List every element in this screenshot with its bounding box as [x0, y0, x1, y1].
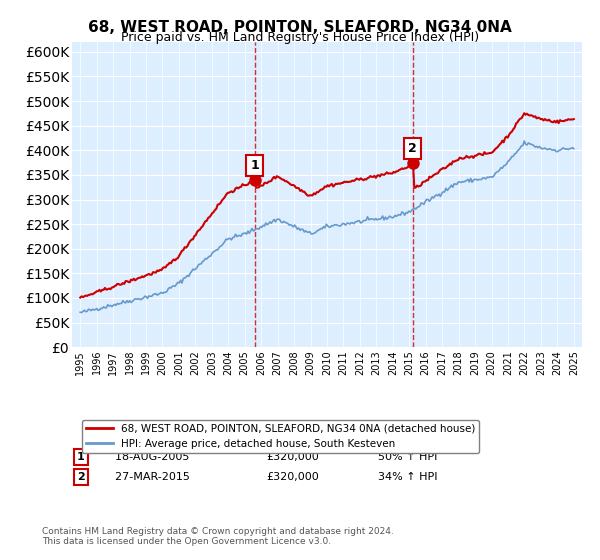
- Text: 2: 2: [77, 472, 85, 482]
- Text: 1: 1: [250, 159, 259, 172]
- Text: 1: 1: [77, 452, 85, 462]
- Text: 34% ↑ HPI: 34% ↑ HPI: [378, 472, 437, 482]
- Text: 68, WEST ROAD, POINTON, SLEAFORD, NG34 0NA: 68, WEST ROAD, POINTON, SLEAFORD, NG34 0…: [88, 20, 512, 35]
- Text: £320,000: £320,000: [266, 452, 319, 462]
- Text: Contains HM Land Registry data © Crown copyright and database right 2024.
This d: Contains HM Land Registry data © Crown c…: [42, 526, 394, 546]
- Text: £320,000: £320,000: [266, 472, 319, 482]
- Text: 2: 2: [408, 142, 417, 155]
- Text: 18-AUG-2005: 18-AUG-2005: [108, 452, 189, 462]
- Text: Price paid vs. HM Land Registry's House Price Index (HPI): Price paid vs. HM Land Registry's House …: [121, 31, 479, 44]
- Text: 50% ↑ HPI: 50% ↑ HPI: [378, 452, 437, 462]
- Legend: 68, WEST ROAD, POINTON, SLEAFORD, NG34 0NA (detached house), HPI: Average price,: 68, WEST ROAD, POINTON, SLEAFORD, NG34 0…: [82, 419, 479, 453]
- Text: 27-MAR-2015: 27-MAR-2015: [108, 472, 190, 482]
